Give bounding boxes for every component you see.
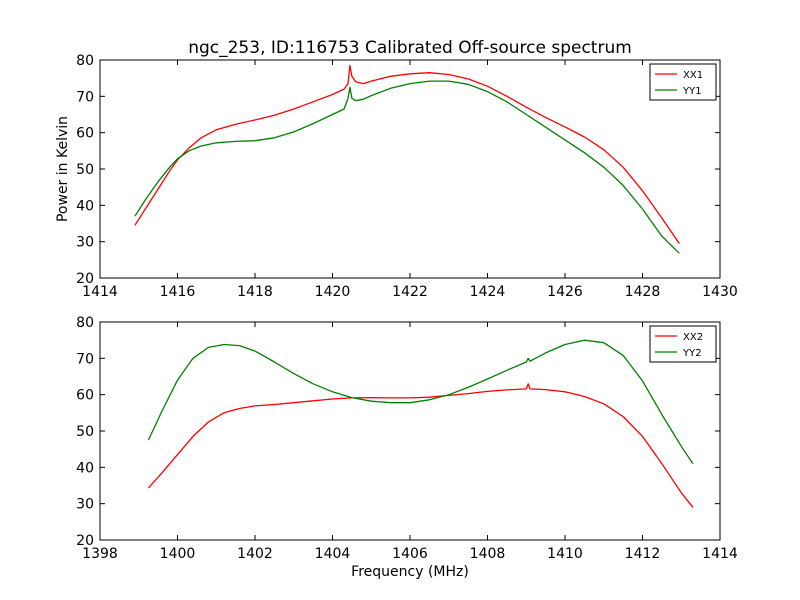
- x-tick-label: 1430: [702, 284, 738, 300]
- legend-label-xx2: XX2: [683, 332, 703, 343]
- y-tick-label: 70: [76, 89, 94, 105]
- top-subplot: 1414 1416 1418 1420 1422 1424 1426 1428 1430 20 30…: [55, 53, 738, 300]
- x-tick-label: 1418: [237, 284, 273, 300]
- y-tick-label: 80: [76, 315, 94, 331]
- x-tick-label: 1420: [315, 284, 351, 300]
- x-tick-label: 1426: [547, 284, 583, 300]
- legend-box: [649, 63, 717, 101]
- legend-label-yy1: YY1: [682, 86, 702, 97]
- y-tick-label: 60: [76, 126, 94, 142]
- legend-label-xx1: XX1: [683, 70, 703, 81]
- y-tick-label: 30: [76, 497, 94, 513]
- x-tick-label: 1398: [82, 546, 118, 562]
- x-tick-label: 1410: [547, 546, 583, 562]
- x-tick-label: 1404: [315, 546, 351, 562]
- y-axis-label: Power in Kelvin: [55, 116, 71, 222]
- y-tick-label: 40: [76, 460, 94, 476]
- x-tick-label: 1422: [392, 284, 428, 300]
- y-tick-label: 50: [76, 162, 94, 178]
- x-tick-label: 1400: [160, 546, 196, 562]
- x-tick-label: 1424: [470, 284, 506, 300]
- y-tick-label: 20: [76, 533, 94, 549]
- y-tick-label: 20: [76, 271, 94, 287]
- x-tick-label: 1402: [237, 546, 273, 562]
- y-tick-label: 50: [76, 424, 94, 440]
- bottom-subplot: 1398 1400 1402 1404 1406 1408 1410 1412 1414 20 30…: [76, 315, 738, 580]
- x-tick-label: 1428: [625, 284, 661, 300]
- series-line-yy2: [147, 339, 694, 465]
- y-tick-label: 70: [76, 351, 94, 367]
- x-tick-label: 1416: [160, 284, 196, 300]
- x-axis-label: Frequency (MHz): [351, 564, 469, 580]
- series-line-xx2: [147, 383, 694, 508]
- x-tick-label: 1412: [625, 546, 661, 562]
- x-tick-label: 1414: [82, 284, 118, 300]
- x-tick-label: 1408: [470, 546, 506, 562]
- y-tick-label: 40: [76, 198, 94, 214]
- legend-box: [649, 325, 717, 363]
- figure-title: ngc_253, ID:116753 Calibrated Off-source…: [188, 38, 632, 58]
- y-tick-label: 80: [76, 53, 94, 69]
- series-line-yy1: [134, 80, 680, 254]
- y-tick-label: 60: [76, 388, 94, 404]
- series-line-xx1: [134, 64, 680, 244]
- y-tick-label: 30: [76, 235, 94, 251]
- legend-label-yy2: YY2: [682, 348, 702, 359]
- x-tick-label: 1414: [702, 546, 738, 562]
- x-tick-label: 1406: [392, 546, 428, 562]
